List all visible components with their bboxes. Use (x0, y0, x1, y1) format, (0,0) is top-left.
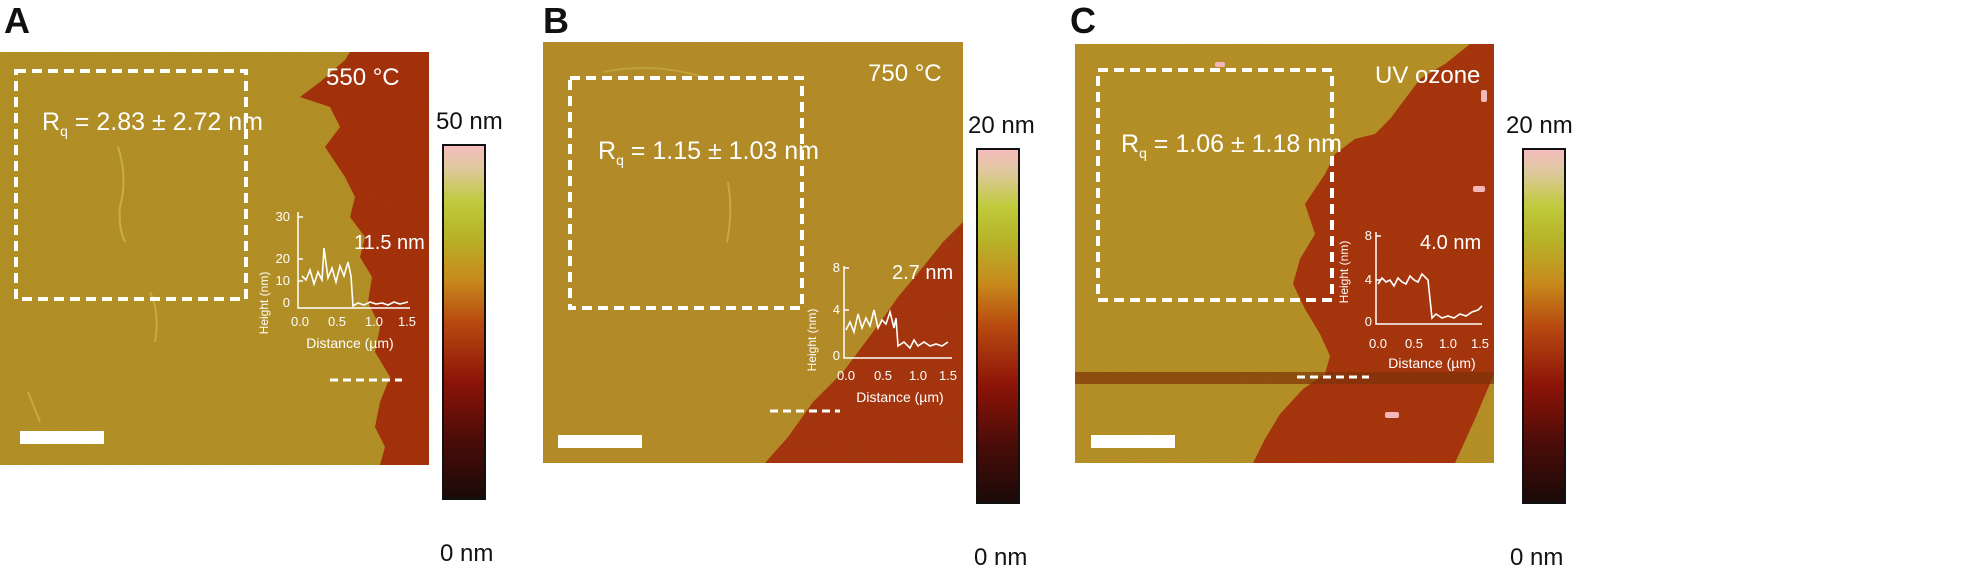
inset-xlabel-c: Distance (µm) (1388, 355, 1475, 371)
inset-ylabel-c: Height (nm) (1337, 241, 1351, 304)
inset-ytick-a-0: 0 (283, 295, 290, 310)
colorbar-c (1522, 148, 1566, 504)
condition-label-a: 550 °C (326, 64, 400, 91)
height-profile-inset-b: Height (nm) 0 4 8 0.0 0.5 1.0 1.5 Distan… (805, 262, 957, 405)
roughness-label-b: Rq = 1.15 ± 1.03 nm (598, 137, 819, 168)
step-height-label-b: 2.7 nm (892, 262, 954, 284)
inset-ytick-b-2: 8 (833, 262, 840, 275)
colorbar-top-label-c: 20 nm (1506, 112, 1573, 139)
inset-xtick-b-0: 0.0 (837, 368, 855, 383)
step-height-label-c: 4.0 nm (1420, 232, 1482, 254)
colorbar-top-label-a: 50 nm (436, 108, 503, 135)
roi-box-c (1096, 68, 1334, 302)
inset-xtick-c-2: 1.0 (1439, 336, 1457, 351)
afm-image-b (543, 42, 963, 463)
inset-xtick-b-2: 1.0 (909, 368, 927, 383)
inset-ytick-c-2: 8 (1365, 228, 1372, 243)
line-profile-marker-b (770, 409, 840, 413)
scale-bar-a (20, 431, 104, 444)
inset-ytick-b-1: 4 (833, 302, 840, 317)
scale-bar-c (1091, 435, 1175, 448)
inset-xtick-a-1: 0.5 (328, 314, 346, 329)
inset-ytick-a-3: 30 (276, 210, 290, 224)
inset-ylabel-a: Height (nm) (257, 272, 271, 335)
inset-xlabel-a: Distance (µm) (306, 335, 393, 351)
inset-ylabel-b: Height (nm) (805, 309, 819, 372)
condition-label-b: 750 °C (868, 60, 942, 87)
afm-image-c (1075, 44, 1494, 463)
inset-ytick-c-0: 0 (1365, 314, 1372, 329)
line-profile-marker-c (1297, 375, 1369, 379)
inset-ytick-a-2: 20 (276, 251, 290, 266)
roughness-label-a: Rq = 2.83 ± 2.72 nm (42, 108, 263, 139)
line-profile-marker-a (330, 378, 402, 382)
condition-label-c: UV ozone (1375, 62, 1481, 89)
roughness-label-c: Rq = 1.06 ± 1.18 nm (1121, 130, 1342, 161)
inset-xtick-c-0: 0.0 (1369, 336, 1387, 351)
inset-ytick-b-0: 0 (833, 348, 840, 363)
panel-label-b: B (543, 0, 569, 41)
inset-xtick-b-1: 0.5 (874, 368, 892, 383)
colorbar-bottom-label-a: 0 nm (440, 540, 494, 567)
panel-label-a: A (4, 0, 30, 41)
colorbar-bottom-label-b: 0 nm (974, 544, 1028, 571)
height-profile-inset-c: Height (nm) 0 4 8 0.0 0.5 1.0 1.5 Distan… (1337, 228, 1489, 371)
height-profile-inset-a: Height (nm) 0 10 20 30 0.0 0.5 1.0 1.5 D… (257, 210, 416, 351)
scale-bar-b (558, 435, 642, 448)
inset-xlabel-b: Distance (µm) (856, 389, 943, 405)
inset-xtick-b-3: 1.5 (939, 368, 957, 383)
inset-ytick-c-1: 4 (1365, 272, 1372, 287)
inset-xtick-a-2: 1.0 (365, 314, 383, 329)
inset-xtick-a-0: 0.0 (291, 314, 309, 329)
panel-label-c: C (1070, 0, 1096, 41)
inset-xtick-c-1: 0.5 (1405, 336, 1423, 351)
afm-image-a (0, 52, 429, 465)
colorbar-b (976, 148, 1020, 504)
colorbar-top-label-b: 20 nm (968, 112, 1035, 139)
step-height-label-a: 11.5 nm (354, 232, 425, 254)
colorbar-a (442, 144, 486, 500)
roi-box-a (14, 69, 248, 301)
roi-box-b (568, 76, 804, 310)
inset-xtick-a-3: 1.5 (398, 314, 416, 329)
inset-xtick-c-3: 1.5 (1471, 336, 1489, 351)
colorbar-bottom-label-c: 0 nm (1510, 544, 1564, 571)
inset-ytick-a-1: 10 (276, 273, 290, 288)
